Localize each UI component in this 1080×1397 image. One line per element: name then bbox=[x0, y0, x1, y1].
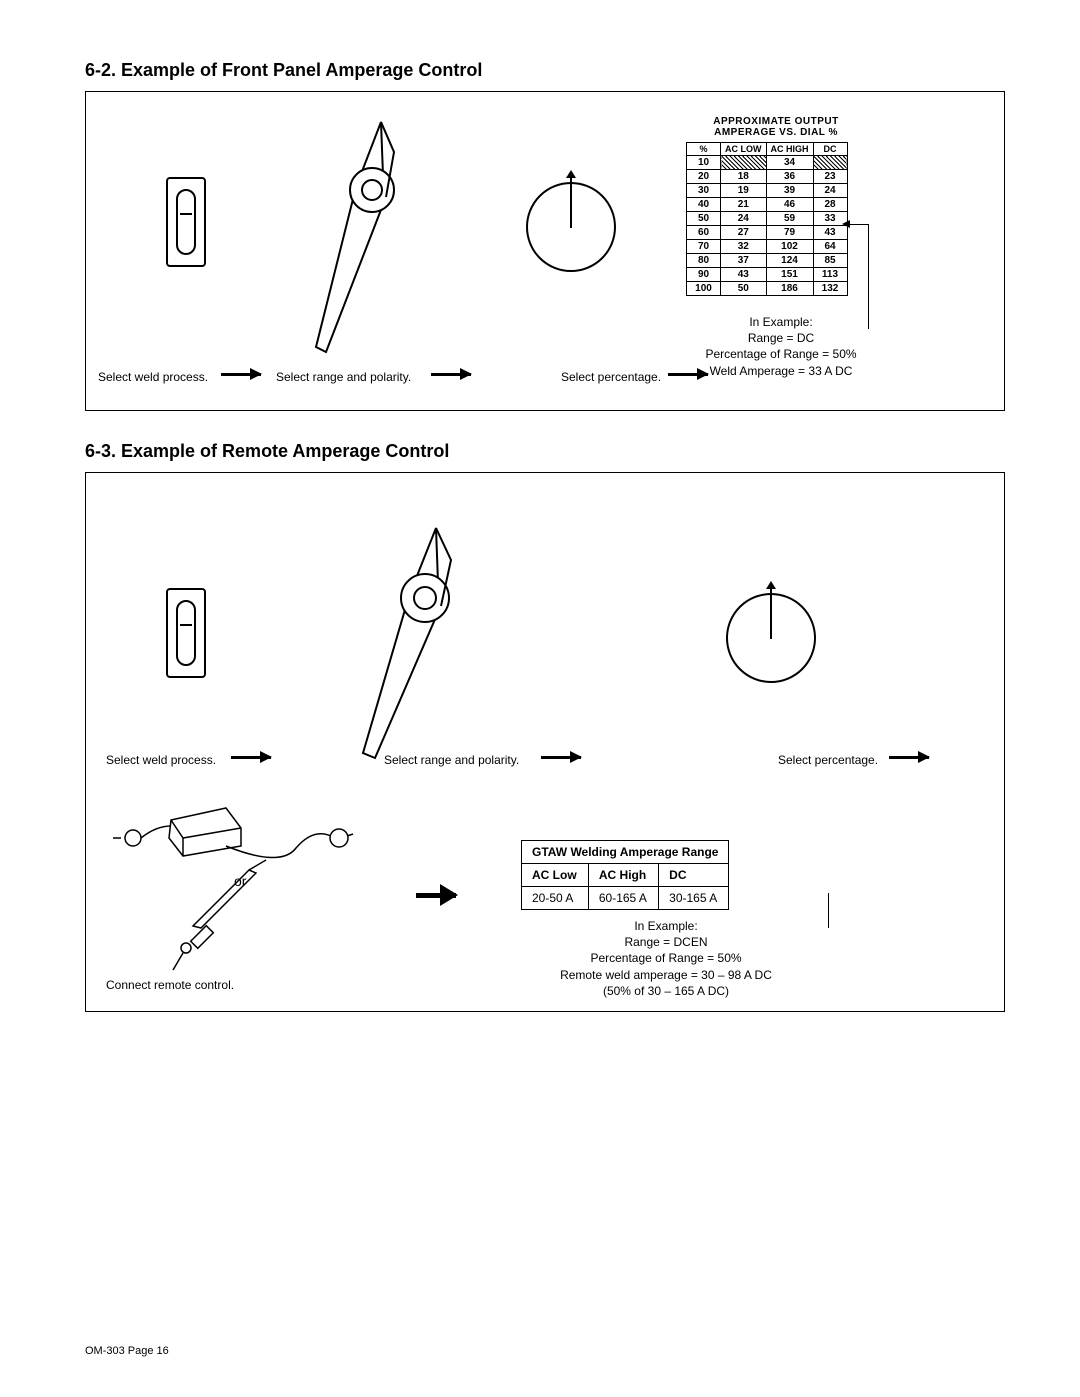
amp-table-header2: AMPERAGE VS. DIAL % bbox=[691, 127, 861, 138]
amp-td: 64 bbox=[813, 240, 847, 254]
amp-td: 50 bbox=[721, 282, 767, 296]
amp-td: 19 bbox=[721, 184, 767, 198]
percentage-knob-2 bbox=[726, 593, 816, 683]
polarity-lever bbox=[286, 112, 466, 362]
amp-td: 28 bbox=[813, 198, 847, 212]
arrow-icon bbox=[231, 756, 271, 759]
gtaw-c1: 20-50 A bbox=[522, 887, 589, 910]
amp-td: 32 bbox=[721, 240, 767, 254]
amp-td: 90 bbox=[687, 268, 721, 282]
step4-caption: Connect remote control. bbox=[106, 978, 234, 992]
amp-th: AC HIGH bbox=[766, 143, 813, 156]
amp-td: 132 bbox=[813, 282, 847, 296]
amp-td: 70 bbox=[687, 240, 721, 254]
rocker-switch bbox=[166, 177, 206, 267]
amp-td: 102 bbox=[766, 240, 813, 254]
amp-td: 40 bbox=[687, 198, 721, 212]
gtaw-h2: AC High bbox=[588, 864, 658, 887]
amp-td: 24 bbox=[813, 184, 847, 198]
amp-td: 46 bbox=[766, 198, 813, 212]
example-text-2: In Example: Range = DCEN Percentage of R… bbox=[506, 918, 826, 999]
panel-remote-amperage: Select weld process. Select range and po… bbox=[85, 472, 1005, 1012]
arrow-icon bbox=[668, 373, 708, 376]
step3b-caption: Select percentage. bbox=[778, 753, 878, 767]
step2b-caption: Select range and polarity. bbox=[384, 753, 519, 767]
gtaw-h3: DC bbox=[659, 864, 729, 887]
amp-td: 59 bbox=[766, 212, 813, 226]
amp-td: 18 bbox=[721, 170, 767, 184]
arrow-icon bbox=[431, 373, 471, 376]
amp-td bbox=[721, 156, 767, 170]
amp-td: 27 bbox=[721, 226, 767, 240]
percentage-knob bbox=[526, 182, 616, 272]
gtaw-h1: AC Low bbox=[522, 864, 589, 887]
highlight-arrow-head-icon bbox=[842, 220, 850, 228]
step1b-caption: Select weld process. bbox=[106, 753, 216, 767]
polarity-lever-2 bbox=[331, 518, 531, 768]
arrow-icon bbox=[541, 756, 581, 759]
amp-th: DC bbox=[813, 143, 847, 156]
amp-td: 79 bbox=[766, 226, 813, 240]
amp-td: 124 bbox=[766, 254, 813, 268]
amperage-table: %AC LOWAC HIGHDC103420183623301939244021… bbox=[686, 142, 848, 296]
remote-control-drawing bbox=[101, 798, 361, 988]
amp-td: 100 bbox=[687, 282, 721, 296]
step3-caption: Select percentage. bbox=[561, 370, 661, 384]
amp-td: 186 bbox=[766, 282, 813, 296]
page-footer: OM-303 Page 16 bbox=[85, 1345, 169, 1357]
step1-caption: Select weld process. bbox=[98, 370, 208, 384]
or-label: or bbox=[234, 873, 246, 889]
amp-td bbox=[813, 156, 847, 170]
amp-td: 24 bbox=[721, 212, 767, 226]
knob-pointer-icon bbox=[566, 170, 576, 178]
amp-td: 36 bbox=[766, 170, 813, 184]
gtaw-c3: 30-165 A bbox=[659, 887, 729, 910]
amp-th: % bbox=[687, 143, 721, 156]
amp-td: 80 bbox=[687, 254, 721, 268]
big-arrow-icon bbox=[416, 893, 456, 898]
amp-td: 20 bbox=[687, 170, 721, 184]
amp-td: 85 bbox=[813, 254, 847, 268]
amp-td: 60 bbox=[687, 226, 721, 240]
arrow-icon bbox=[221, 373, 261, 376]
amp-td: 50 bbox=[687, 212, 721, 226]
gtaw-title: GTAW Welding Amperage Range bbox=[522, 841, 729, 864]
gtaw-conn-line bbox=[828, 893, 829, 928]
section-6-2-title: 6-2. Example of Front Panel Amperage Con… bbox=[85, 60, 1005, 81]
panel-front-amperage: APPROXIMATE OUTPUT AMPERAGE VS. DIAL % %… bbox=[85, 91, 1005, 411]
step2-caption: Select range and polarity. bbox=[276, 370, 411, 384]
gtaw-table: GTAW Welding Amperage Range AC Low AC Hi… bbox=[521, 840, 729, 910]
amp-td: 34 bbox=[766, 156, 813, 170]
gtaw-c2: 60-165 A bbox=[588, 887, 658, 910]
amp-table-header1: APPROXIMATE OUTPUT bbox=[691, 116, 861, 127]
highlight-line-horiz bbox=[849, 224, 868, 225]
arrow-icon bbox=[889, 756, 929, 759]
amp-td: 30 bbox=[687, 184, 721, 198]
amp-td: 37 bbox=[721, 254, 767, 268]
amp-td: 151 bbox=[766, 268, 813, 282]
amp-td: 113 bbox=[813, 268, 847, 282]
amp-td: 21 bbox=[721, 198, 767, 212]
example-text-1: In Example: Range = DC Percentage of Ran… bbox=[681, 314, 881, 379]
section-6-3-title: 6-3. Example of Remote Amperage Control bbox=[85, 441, 1005, 462]
knob-pointer-icon bbox=[766, 581, 776, 589]
amp-td: 39 bbox=[766, 184, 813, 198]
amp-th: AC LOW bbox=[721, 143, 767, 156]
amp-td: 10 bbox=[687, 156, 721, 170]
amp-td: 43 bbox=[721, 268, 767, 282]
amp-td: 23 bbox=[813, 170, 847, 184]
rocker-switch-2 bbox=[166, 588, 206, 678]
